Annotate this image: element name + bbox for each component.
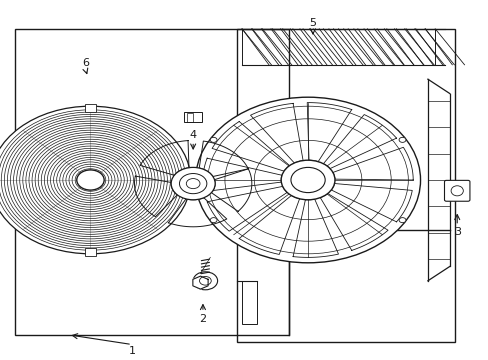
- Circle shape: [77, 170, 104, 190]
- Circle shape: [195, 97, 420, 263]
- Bar: [15, 29, 288, 335]
- FancyBboxPatch shape: [444, 180, 469, 201]
- Circle shape: [281, 160, 334, 200]
- Bar: [84, 248, 96, 256]
- Bar: [187, 113, 193, 122]
- Circle shape: [210, 137, 217, 143]
- Text: 4: 4: [189, 130, 196, 140]
- Circle shape: [398, 137, 405, 143]
- Text: 3: 3: [453, 227, 460, 237]
- Bar: [184, 174, 192, 186]
- Bar: [237, 29, 454, 342]
- Bar: [242, 281, 256, 324]
- Circle shape: [0, 106, 190, 254]
- Polygon shape: [192, 276, 208, 289]
- Text: 2: 2: [199, 314, 206, 324]
- Bar: [184, 112, 202, 122]
- Circle shape: [398, 217, 405, 223]
- Circle shape: [193, 272, 217, 290]
- Text: 5: 5: [309, 18, 316, 28]
- Text: 1: 1: [128, 346, 135, 356]
- Circle shape: [210, 217, 217, 222]
- Text: 6: 6: [82, 58, 89, 68]
- Circle shape: [171, 167, 215, 200]
- Bar: [84, 104, 96, 112]
- Bar: [242, 29, 434, 65]
